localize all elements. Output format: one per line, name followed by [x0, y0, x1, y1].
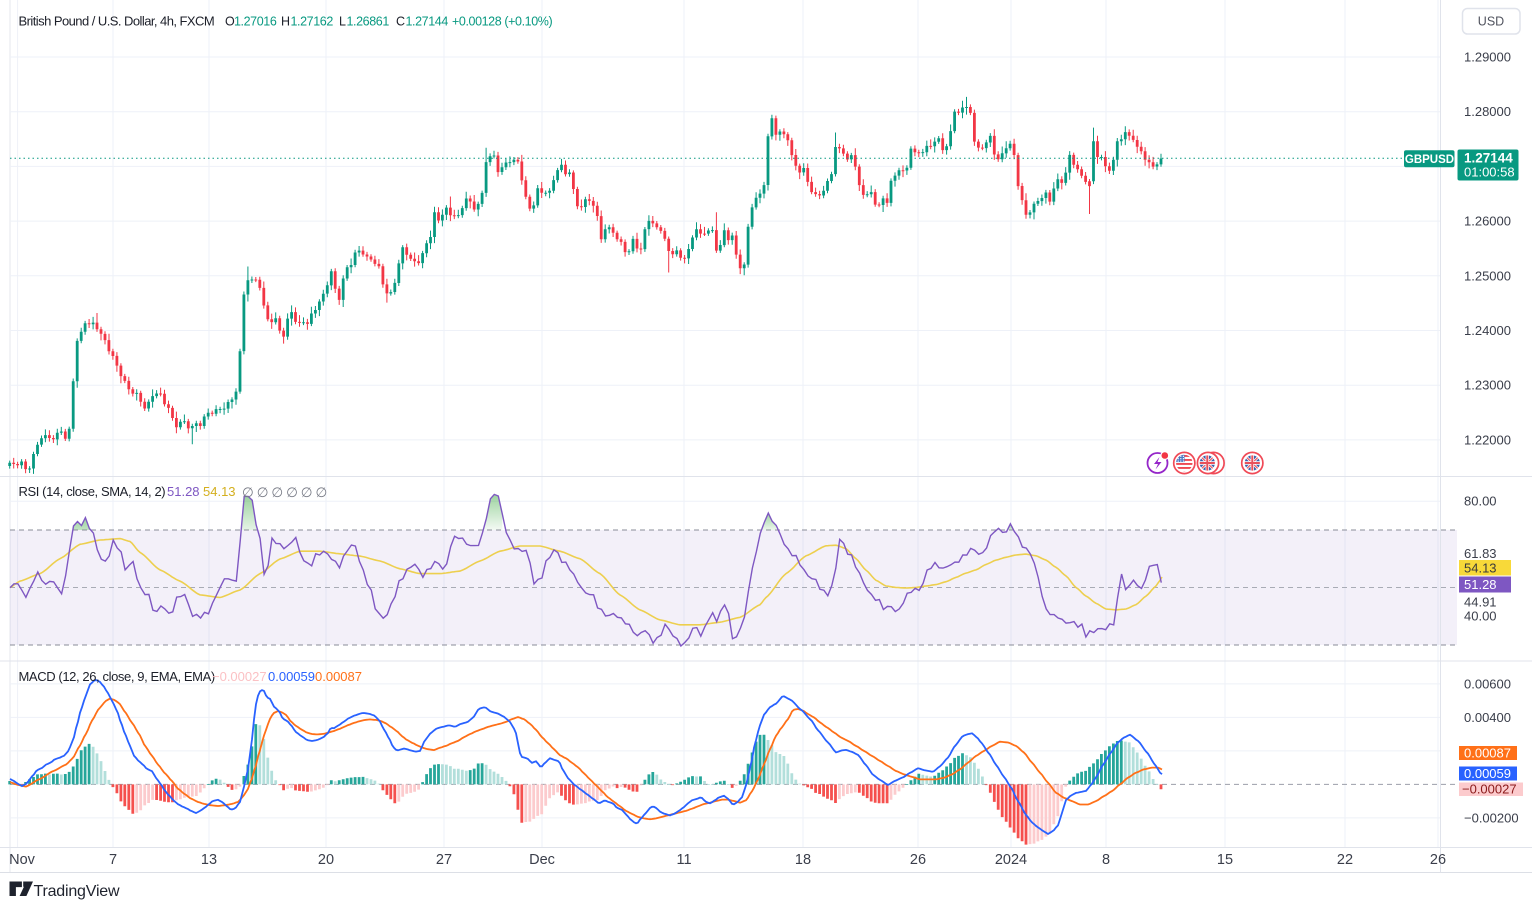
svg-text:1.26861: 1.26861 — [347, 15, 390, 29]
svg-text:0.00087: 0.00087 — [1464, 745, 1511, 760]
svg-text:8: 8 — [1102, 852, 1110, 868]
svg-text:∅: ∅ — [301, 485, 313, 500]
svg-text:O: O — [225, 15, 235, 29]
svg-text:15: 15 — [1217, 852, 1233, 868]
svg-text:1.27144: 1.27144 — [1464, 151, 1513, 166]
svg-text:51.28: 51.28 — [1464, 577, 1497, 592]
svg-text:1.27162: 1.27162 — [291, 15, 334, 29]
svg-text:GBPUSD: GBPUSD — [1405, 154, 1454, 166]
svg-text:MACD (12, 26, close, 9, EMA, E: MACD (12, 26, close, 9, EMA, EMA) — [19, 669, 215, 684]
svg-text:22: 22 — [1337, 852, 1353, 868]
svg-text:1.23000: 1.23000 — [1464, 378, 1511, 393]
svg-text:54.13: 54.13 — [1464, 560, 1497, 575]
svg-text:26: 26 — [910, 852, 926, 868]
svg-text:−0.00027: −0.00027 — [212, 669, 267, 684]
svg-text:−0.00200: −0.00200 — [1464, 810, 1519, 825]
svg-text:1.27016: 1.27016 — [234, 15, 277, 29]
svg-text:1.28000: 1.28000 — [1464, 104, 1511, 119]
svg-text:27: 27 — [436, 852, 452, 868]
svg-text:01:00:58: 01:00:58 — [1464, 165, 1515, 180]
svg-text:Nov: Nov — [9, 852, 36, 868]
svg-text:∅: ∅ — [316, 485, 328, 500]
svg-text:USD: USD — [1478, 15, 1504, 29]
svg-text:∅: ∅ — [242, 485, 254, 500]
svg-text:13: 13 — [201, 852, 217, 868]
svg-text:40.00: 40.00 — [1464, 609, 1497, 624]
svg-text:C: C — [396, 15, 405, 29]
svg-text:20: 20 — [318, 852, 334, 868]
svg-text:British Pound / U.S. Dollar, 4: British Pound / U.S. Dollar, 4h, FXCM — [19, 14, 215, 29]
svg-text:0.00600: 0.00600 — [1464, 676, 1511, 691]
svg-text:1.25000: 1.25000 — [1464, 268, 1511, 283]
svg-text:1.22000: 1.22000 — [1464, 432, 1511, 447]
svg-text:∅: ∅ — [286, 485, 298, 500]
svg-text:26: 26 — [1430, 852, 1446, 868]
svg-text:1.29000: 1.29000 — [1464, 50, 1511, 65]
svg-text:0.00400: 0.00400 — [1464, 710, 1511, 725]
svg-text:80.00: 80.00 — [1464, 494, 1497, 509]
svg-text:61.83: 61.83 — [1464, 546, 1497, 561]
svg-text:L: L — [339, 15, 346, 29]
svg-text:TradingView: TradingView — [34, 883, 120, 900]
svg-text:1.26000: 1.26000 — [1464, 214, 1511, 229]
svg-text:−0.00027: −0.00027 — [1462, 782, 1517, 797]
svg-text:2024: 2024 — [995, 852, 1027, 868]
svg-text:54.13: 54.13 — [203, 484, 236, 499]
svg-text:51.28: 51.28 — [167, 484, 200, 499]
svg-text:H: H — [281, 15, 290, 29]
svg-text:18: 18 — [795, 852, 811, 868]
svg-text:+0.00128 (+0.10%): +0.00128 (+0.10%) — [452, 15, 552, 29]
svg-text:0.00059: 0.00059 — [268, 669, 315, 684]
svg-text:11: 11 — [676, 852, 691, 868]
svg-text:0.00087: 0.00087 — [315, 669, 362, 684]
svg-text:RSI (14, close, SMA, 14, 2): RSI (14, close, SMA, 14, 2) — [19, 484, 166, 499]
svg-text:Dec: Dec — [529, 852, 555, 868]
svg-text:1.24000: 1.24000 — [1464, 323, 1511, 338]
svg-text:0.00059: 0.00059 — [1464, 766, 1511, 781]
svg-text:1.27144: 1.27144 — [406, 15, 449, 29]
svg-text:7: 7 — [109, 852, 117, 868]
svg-text:44.91: 44.91 — [1464, 595, 1497, 610]
svg-text:∅: ∅ — [271, 485, 283, 500]
svg-text:∅: ∅ — [257, 485, 269, 500]
